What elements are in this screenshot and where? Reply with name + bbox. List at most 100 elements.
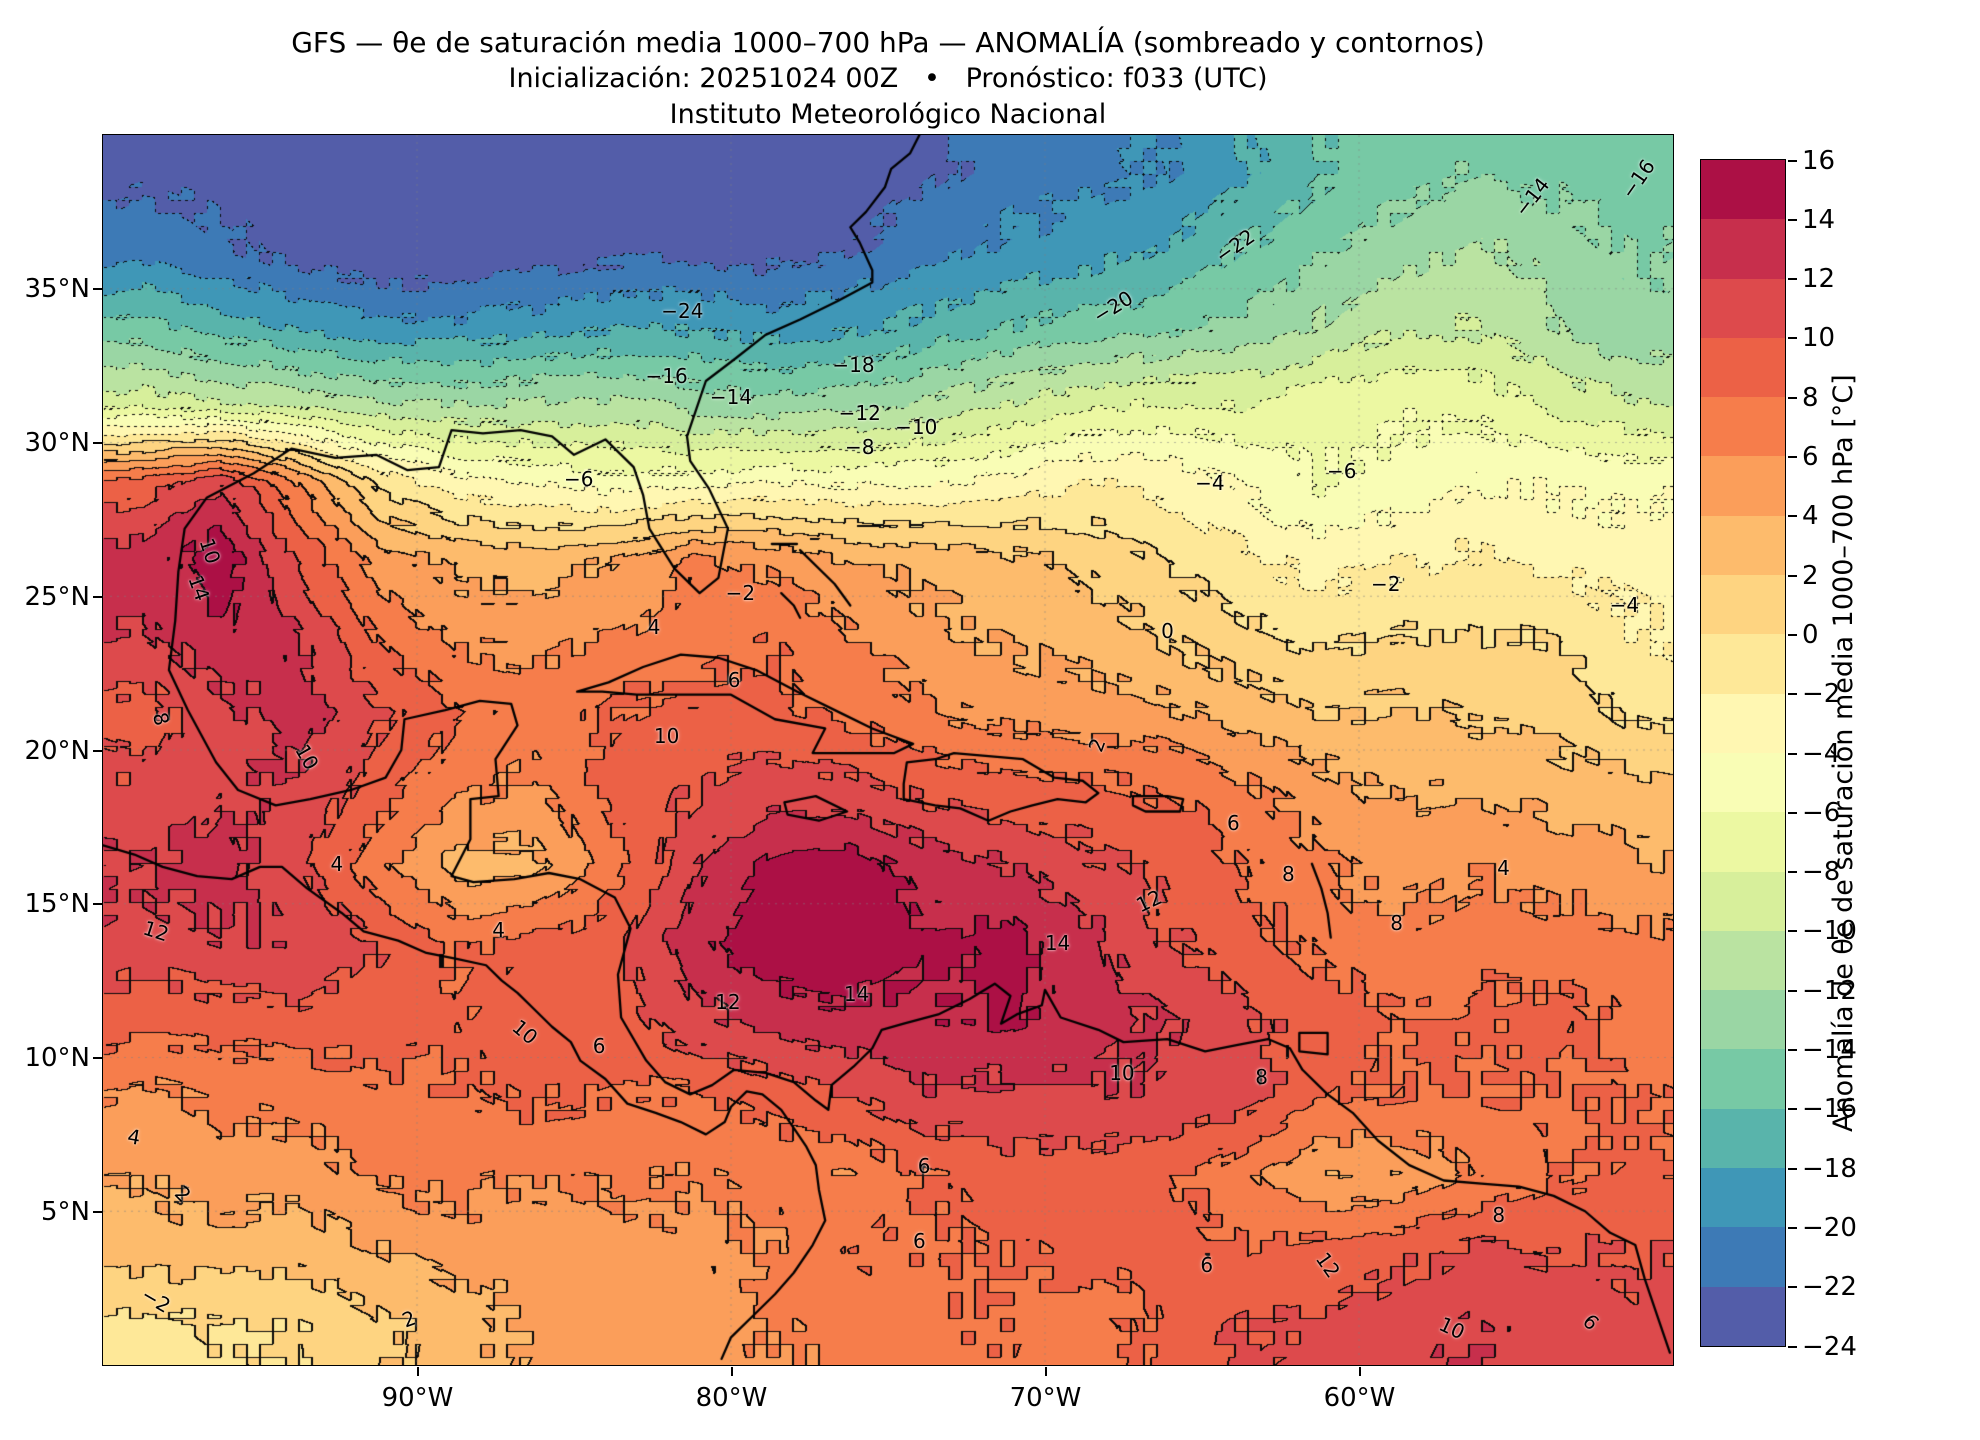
y-axis-tick <box>93 288 102 291</box>
contour-label: −8 <box>844 435 875 460</box>
colorbar-tick-label: 8 <box>1802 382 1819 413</box>
contour-label: −10 <box>895 414 938 439</box>
y-axis-tick <box>93 442 102 444</box>
contour-label: −2 <box>137 1282 176 1318</box>
colorbar-segment <box>1701 515 1785 576</box>
contour-label: 6 <box>727 667 741 692</box>
contour-label: 8 <box>1255 1065 1269 1090</box>
colorbar-tick <box>1787 574 1797 577</box>
figure-subtitle: Inicialización: 20251024 00Z • Pronóstic… <box>508 63 1268 94</box>
colorbar-segment <box>1701 990 1785 1050</box>
contour-label: 10 <box>653 724 680 749</box>
contour-label: 8 <box>1390 911 1404 936</box>
colorbar-tick <box>1787 1345 1797 1348</box>
contour-label: 6 <box>1578 1308 1605 1335</box>
contour-label: 2 <box>170 1181 197 1208</box>
y-axis-tick <box>93 1210 102 1213</box>
contour-label: −24 <box>661 298 704 323</box>
colorbar-tick <box>1787 337 1797 340</box>
colorbar-tick-label: −12 <box>1802 975 1857 1006</box>
colorbar-segment <box>1701 337 1785 398</box>
colorbar-tick <box>1787 752 1797 755</box>
contour-label: 4 <box>126 1124 143 1151</box>
contour-label: −22 <box>1210 223 1260 268</box>
colorbar-tick <box>1787 633 1797 636</box>
colorbar-segment <box>1701 456 1785 516</box>
contour-label: 10 <box>194 534 226 567</box>
colorbar-tick <box>1787 1049 1797 1051</box>
contour-label: 6 <box>592 1034 606 1059</box>
y-axis-tick-label: 20°N <box>24 735 90 766</box>
colorbar <box>1700 159 1786 1347</box>
colorbar-tick-label: 4 <box>1802 501 1819 532</box>
colorbar-tick-label: −4 <box>1802 738 1841 769</box>
y-axis-tick <box>93 1057 102 1059</box>
colorbar-tick <box>1787 159 1797 162</box>
colorbar-tick-label: 6 <box>1802 442 1819 472</box>
contour-label: 12 <box>1132 885 1166 918</box>
contour-label: −4 <box>1195 471 1225 496</box>
x-axis-tick <box>730 1367 733 1376</box>
y-axis-tick-label: 5°N <box>41 1196 90 1227</box>
colorbar-tick-label: −2 <box>1802 679 1841 710</box>
colorbar-tick <box>1787 1108 1797 1111</box>
colorbar-tick <box>1787 1167 1797 1170</box>
contour-label: 4 <box>492 917 505 942</box>
contour-label: −12 <box>838 400 881 425</box>
contour-label: 8 <box>147 709 175 729</box>
y-axis-tick <box>93 903 102 906</box>
colorbar-tick <box>1787 218 1797 221</box>
contour-label: −18 <box>832 353 875 377</box>
contour-labels-layer: −24 −20 −22 −18 −16 −14 −12 −10 −8 −6 −4 −6 −14 −16 −2… <box>103 135 1673 1365</box>
contour-label: 10 <box>507 1014 543 1050</box>
y-axis-tick-label: 35°N <box>24 274 90 305</box>
colorbar-tick-label: −6 <box>1802 797 1841 828</box>
colorbar-tick <box>1787 1286 1797 1289</box>
contour-label: −4 <box>1609 592 1640 617</box>
colorbar-tick <box>1787 515 1797 518</box>
contour-label: −16 <box>645 364 688 389</box>
colorbar-tick <box>1787 871 1797 874</box>
colorbar-tick <box>1787 278 1797 281</box>
colorbar-tick <box>1787 811 1797 814</box>
colorbar-tick-label: −24 <box>1802 1331 1857 1362</box>
map-plot-area: −24 −20 −22 −18 −16 −14 −12 −10 −8 −6 −4 −6 −14 −16 −2… <box>102 134 1674 1366</box>
anomaly-contour-map-canvas <box>103 135 1673 1365</box>
colorbar-segment <box>1701 752 1785 813</box>
colorbar-tick-label: 14 <box>1802 204 1836 235</box>
y-axis-tick-label: 15°N <box>24 889 90 920</box>
colorbar-tick-label: −20 <box>1802 1212 1857 1243</box>
contour-label: −2 <box>725 580 756 605</box>
colorbar-segment <box>1701 1227 1785 1287</box>
contour-label: 12 <box>140 915 173 947</box>
contour-label: 4 <box>330 852 344 877</box>
colorbar-segment <box>1701 693 1785 753</box>
contour-label: 0 <box>1161 618 1174 643</box>
colorbar-segment <box>1701 1049 1785 1109</box>
contour-label: 6 <box>917 1153 931 1178</box>
contour-label: −6 <box>563 467 594 492</box>
colorbar-tick-label: 16 <box>1802 145 1836 176</box>
colorbar-tick <box>1787 396 1797 399</box>
y-axis-tick-label: 30°N <box>24 428 90 458</box>
contour-label: 8 <box>1281 862 1295 887</box>
figure-title: GFS — θe de saturación media 1000–700 hP… <box>291 26 1485 59</box>
figure-institution: Instituto Meteorológico Nacional <box>669 99 1107 130</box>
x-axis-tick-label: 80°W <box>695 1383 768 1413</box>
colorbar-tick-label: −22 <box>1802 1272 1857 1303</box>
colorbar-segment <box>1701 1168 1785 1228</box>
contour-label: −16 <box>1616 155 1661 204</box>
figure-header: GFS — θe de saturación media 1000–700 hP… <box>103 24 1673 133</box>
colorbar-tick-label: −18 <box>1802 1153 1857 1184</box>
contour-label: 14 <box>183 571 215 604</box>
contour-label: 4 <box>1497 856 1510 881</box>
contour-label: 6 <box>913 1228 926 1253</box>
x-axis-tick-label: 60°W <box>1323 1383 1396 1413</box>
colorbar-segment <box>1701 634 1785 694</box>
colorbar-segment <box>1701 219 1785 279</box>
contour-label: 10 <box>290 740 324 775</box>
colorbar-tick <box>1787 1226 1797 1229</box>
colorbar-tick <box>1787 989 1797 992</box>
y-axis-tick <box>93 749 102 752</box>
